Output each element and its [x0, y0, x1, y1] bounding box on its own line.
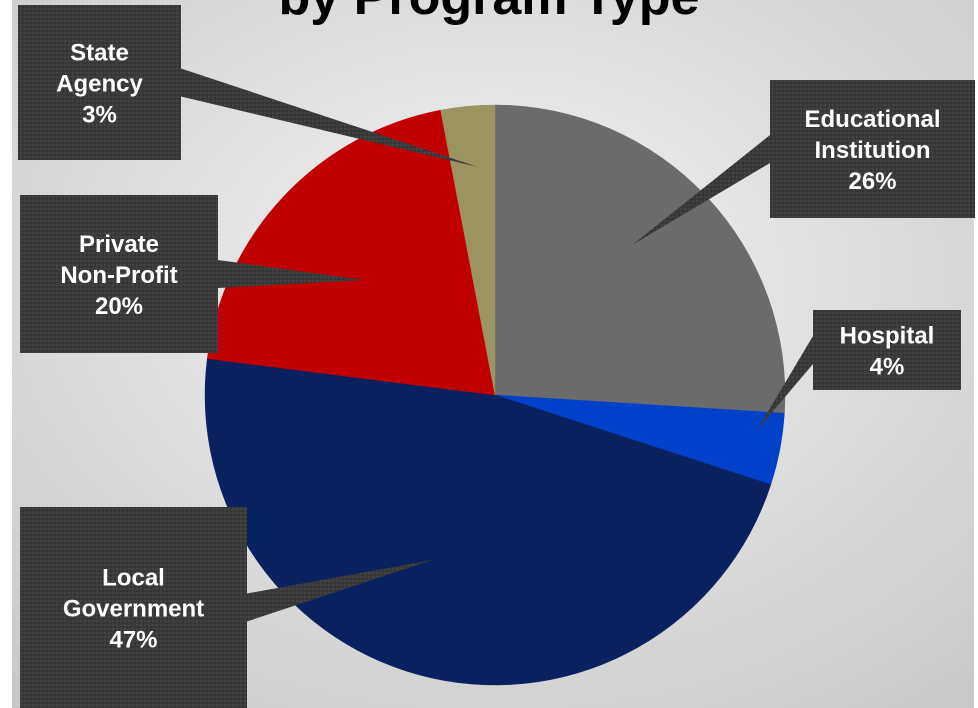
data-label-category: Government: [63, 596, 204, 623]
data-label-value: 4%: [870, 354, 905, 381]
data-label-value: 20%: [95, 293, 143, 320]
callout-pointer: [757, 336, 813, 430]
callout-pointer: [218, 260, 365, 288]
data-label-category: Local: [102, 565, 165, 592]
callout-state-agency: State Agency 3%: [18, 5, 478, 167]
callout-hospital: Hospital 4%: [757, 310, 961, 430]
callout-educational-institution: Educational Institution 26%: [632, 80, 975, 245]
callout-box: [20, 507, 247, 708]
callout-local-government: Local Government 47%: [20, 507, 432, 708]
callout-box: [18, 5, 181, 160]
callout-private-non-profit: Private Non-Profit 20%: [20, 195, 365, 353]
data-label-category: Private: [79, 231, 159, 258]
data-label-category: Hospital: [840, 323, 935, 350]
chart-title: by Program Type: [279, 0, 700, 26]
callout-box: [813, 310, 961, 390]
data-label-category: Educational: [804, 106, 940, 133]
callout-box: [770, 80, 975, 218]
data-label-value: 3%: [82, 102, 117, 129]
callout-box: [20, 195, 218, 353]
data-label-value: 26%: [848, 168, 896, 195]
data-label-category: Institution: [815, 137, 931, 164]
callouts: Educational Institution 26% Hospital 4% Local…: [18, 5, 975, 708]
data-label-category: Non-Profit: [60, 262, 177, 289]
callout-pointer: [632, 135, 770, 245]
data-label-category: Agency: [56, 71, 143, 98]
callout-pointer: [181, 68, 478, 167]
callout-pointer: [247, 560, 432, 622]
pie-slice-local-government: [204, 358, 772, 686]
data-label-category: State: [70, 40, 129, 67]
pie-slices: [204, 104, 786, 686]
data-label-value: 47%: [109, 627, 157, 654]
pie-slice-state-agency: [440, 104, 496, 396]
